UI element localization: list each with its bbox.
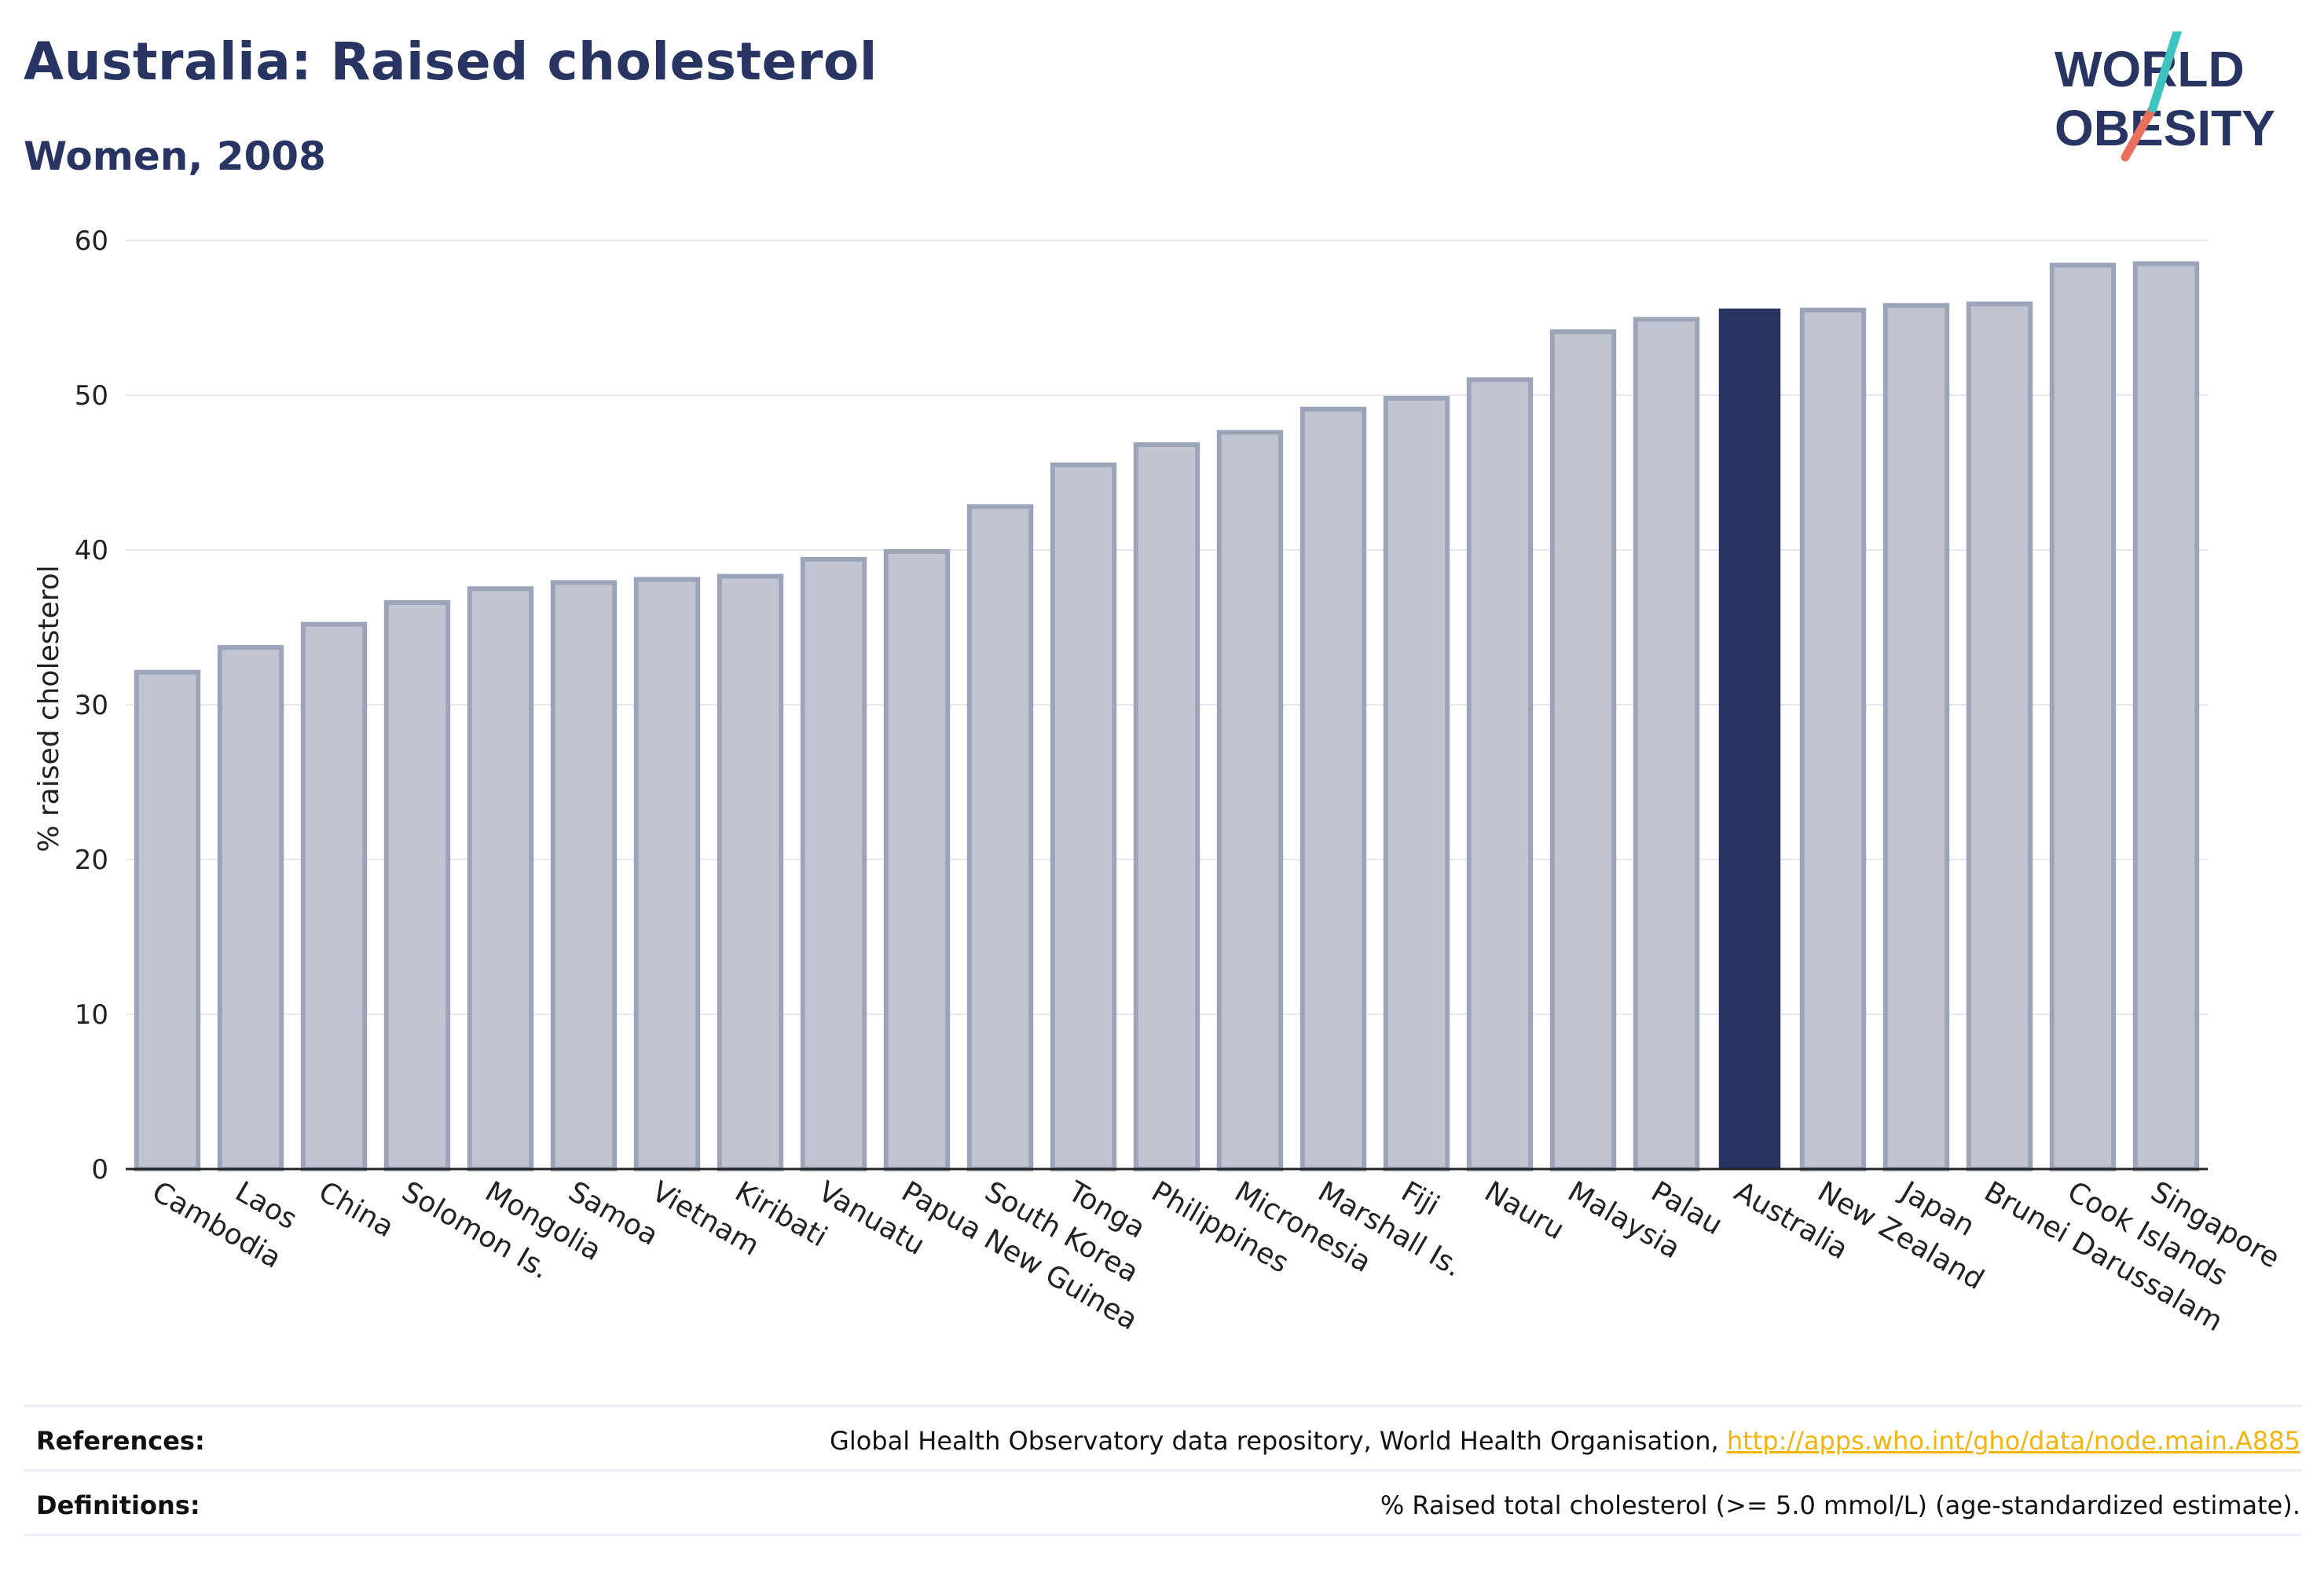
bar [800,556,867,1171]
bar [300,621,368,1171]
bar [1882,302,1950,1171]
bar [1549,329,1617,1172]
bar [467,586,534,1171]
bar [550,580,618,1171]
references-text: Global Health Observatory data repositor… [830,1426,1719,1456]
y-tick-label: 10 [75,999,108,1031]
bar [1966,301,2033,1171]
y-axis-label: % raised cholesterol [33,565,65,852]
bar [383,599,451,1171]
x-tick-label: Fiji [1396,1175,1445,1222]
y-tick-label: 30 [75,690,108,721]
bar [134,669,201,1171]
chart-title: Australia: Raised cholesterol [24,31,878,92]
y-tick-label: 20 [75,845,108,876]
bar [2132,261,2200,1171]
logo-line2: OBESITY [2055,100,2275,156]
bar [1133,442,1200,1171]
x-tick-label: Nauru [1479,1175,1570,1246]
footer-divider-middle [24,1469,2302,1472]
logo-line1: WORLD [2055,41,2245,97]
bar [1050,462,1117,1171]
bar [633,577,701,1171]
references-link[interactable]: http://apps.who.int/gho/data/node.main.A… [1726,1426,2300,1456]
bar [717,574,784,1171]
definitions-label: Definitions: [36,1490,200,1520]
x-tick-label: China [313,1175,400,1244]
bar [1383,395,1450,1171]
chart-subtitle: Women, 2008 [24,134,326,179]
bar-highlight [1718,308,1781,1170]
footer-divider-top [24,1405,2302,1407]
y-tick-label: 50 [75,380,108,412]
bar [2049,262,2117,1171]
bar [1466,377,1534,1171]
logo-slash-coral [2121,104,2157,162]
references-label: References: [36,1426,205,1456]
references-text-row: Global Health Observatory data repositor… [830,1426,2300,1456]
world-obesity-logo: WORLD OBESITY [2055,31,2275,162]
y-tick-label: 60 [75,225,108,257]
bar [1299,406,1367,1171]
bar [217,645,284,1171]
y-tick-label: 0 [91,1154,108,1186]
bar [883,548,951,1171]
bar [966,504,1034,1171]
bar [1216,430,1284,1171]
footer-divider-bottom [24,1534,2302,1536]
definitions-text: % Raised total cholesterol (>= 5.0 mmol/… [1380,1490,2300,1520]
bar [1633,317,1700,1172]
y-tick-label: 40 [75,535,108,566]
bar [1799,307,1867,1171]
logo-slash-teal [2148,31,2183,113]
